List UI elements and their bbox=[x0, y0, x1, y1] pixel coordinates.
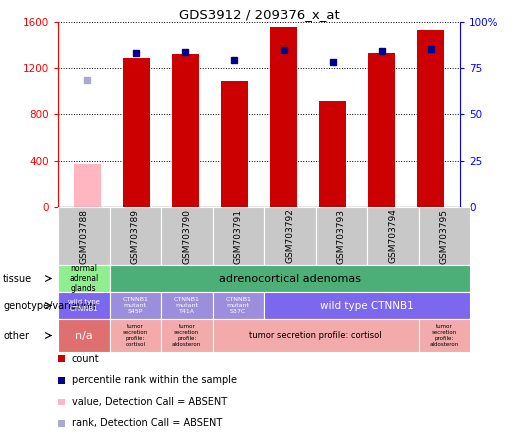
Bar bbox=[161, 207, 213, 265]
Bar bbox=[58, 377, 65, 384]
Text: tumor secretion profile: cortisol: tumor secretion profile: cortisol bbox=[249, 331, 382, 340]
Text: wild type
CTNNB1: wild type CTNNB1 bbox=[68, 299, 100, 312]
Bar bbox=[58, 420, 65, 427]
Text: rank, Detection Call = ABSENT: rank, Detection Call = ABSENT bbox=[72, 418, 222, 428]
Bar bbox=[110, 207, 161, 265]
Bar bbox=[316, 207, 367, 265]
Text: GSM703791: GSM703791 bbox=[234, 209, 243, 263]
Bar bbox=[58, 356, 65, 362]
Bar bbox=[58, 399, 65, 405]
Text: GSM703795: GSM703795 bbox=[440, 209, 449, 263]
Text: CTNNB1
mutant
S37C: CTNNB1 mutant S37C bbox=[226, 297, 251, 314]
Text: tissue: tissue bbox=[3, 274, 32, 284]
Bar bbox=[419, 319, 470, 352]
Text: normal
adrenal
glands: normal adrenal glands bbox=[69, 264, 98, 293]
Bar bbox=[213, 207, 264, 265]
Bar bbox=[319, 101, 346, 207]
Text: percentile rank within the sample: percentile rank within the sample bbox=[72, 376, 237, 385]
Bar bbox=[58, 207, 110, 265]
Text: genotype/variation: genotype/variation bbox=[3, 301, 96, 310]
Bar bbox=[213, 292, 264, 319]
Bar bbox=[417, 30, 444, 207]
Text: GSM703793: GSM703793 bbox=[337, 209, 346, 263]
Text: CTNNB1
mutant
T41A: CTNNB1 mutant T41A bbox=[174, 297, 200, 314]
Bar bbox=[110, 292, 161, 319]
Bar bbox=[367, 207, 419, 265]
Text: GSM703792: GSM703792 bbox=[285, 209, 294, 263]
Bar bbox=[110, 265, 470, 292]
Bar bbox=[368, 53, 395, 207]
Text: GSM703789: GSM703789 bbox=[131, 209, 140, 263]
Text: n/a: n/a bbox=[75, 330, 93, 341]
Bar bbox=[161, 292, 213, 319]
Bar bbox=[58, 265, 110, 292]
Text: count: count bbox=[72, 354, 99, 364]
Bar bbox=[161, 319, 213, 352]
Text: adrenocortical adenomas: adrenocortical adenomas bbox=[219, 274, 360, 284]
Bar bbox=[213, 319, 419, 352]
Bar bbox=[123, 58, 150, 207]
Text: tumor
secretion
profile:
aldosteron: tumor secretion profile: aldosteron bbox=[172, 324, 201, 347]
Bar bbox=[419, 207, 470, 265]
Text: CTNNB1
mutant
S45P: CTNNB1 mutant S45P bbox=[123, 297, 148, 314]
Bar bbox=[74, 164, 101, 207]
Bar bbox=[221, 81, 248, 207]
Text: other: other bbox=[3, 330, 29, 341]
Text: tumor
secretion
profile:
cortisol: tumor secretion profile: cortisol bbox=[123, 324, 148, 347]
Text: value, Detection Call = ABSENT: value, Detection Call = ABSENT bbox=[72, 397, 227, 407]
Bar bbox=[58, 292, 110, 319]
Text: tumor
secretion
profile:
aldosteron: tumor secretion profile: aldosteron bbox=[430, 324, 459, 347]
Bar bbox=[58, 319, 110, 352]
Bar bbox=[172, 54, 199, 207]
Text: GSM703794: GSM703794 bbox=[388, 209, 397, 263]
Bar bbox=[270, 27, 297, 207]
Text: wild type CTNNB1: wild type CTNNB1 bbox=[320, 301, 414, 310]
Title: GDS3912 / 209376_x_at: GDS3912 / 209376_x_at bbox=[179, 8, 339, 21]
Bar bbox=[264, 292, 470, 319]
Bar bbox=[110, 319, 161, 352]
Text: GSM703790: GSM703790 bbox=[182, 209, 191, 263]
Text: GSM703788: GSM703788 bbox=[79, 209, 88, 263]
Bar bbox=[264, 207, 316, 265]
